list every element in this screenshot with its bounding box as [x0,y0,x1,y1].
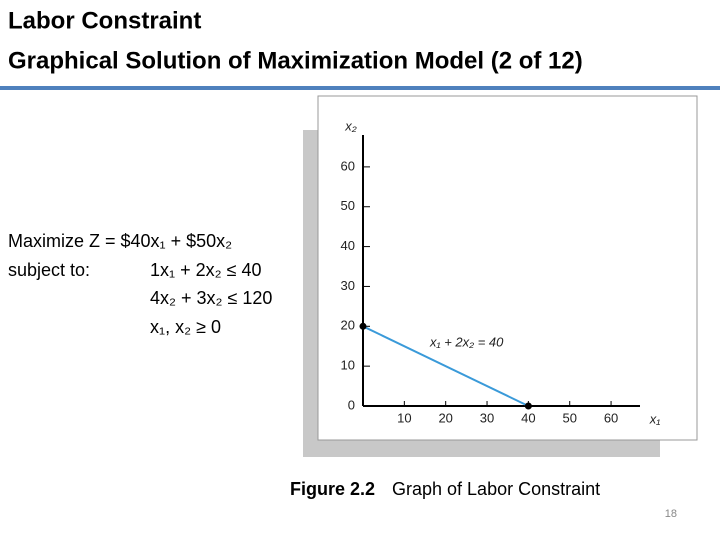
subject-to: subject to: [8,260,90,280]
y-tick-label: 50 [341,198,355,213]
y-tick-label: 60 [341,158,355,173]
constraint: x₁, x₂ ≥ 0 [150,317,221,337]
objective: Maximize Z = $40x₁ + $50x₂ [8,231,232,251]
y-tick-label: 30 [341,278,355,293]
y-axis-label: x₂ [344,118,357,133]
title: Labor Constraint [8,7,201,34]
subtitle: Graphical Solution of Maximization Model… [8,47,583,74]
x-tick-label: 60 [604,410,618,425]
y-tick-label: 40 [341,238,355,253]
line-label: x₁ + 2x₂ = 40 [429,334,504,349]
y-tick-label: 20 [341,318,355,333]
caption-label: Figure 2.2 [290,479,375,499]
constraint: 4x₂ + 3x₂ ≤ 120 [150,288,272,308]
page-number: 18 [665,508,677,520]
constraint: 1x₁ + 2x₂ ≤ 40 [150,260,262,280]
rule [0,86,720,90]
x-tick-label: 40 [521,410,535,425]
figure-frame [317,95,698,441]
x-tick-label: 50 [562,410,576,425]
caption-text: Graph of Labor Constraint [392,479,600,499]
y-tick-label: 10 [341,358,355,373]
line [362,325,529,407]
x-tick-label: 10 [397,410,411,425]
y-tick-label: 0 [348,397,355,412]
x-axis-label: x₁ [649,411,661,426]
x-tick-label: 30 [480,410,494,425]
x-tick-label: 20 [438,410,452,425]
point [524,402,532,410]
point [359,322,367,330]
